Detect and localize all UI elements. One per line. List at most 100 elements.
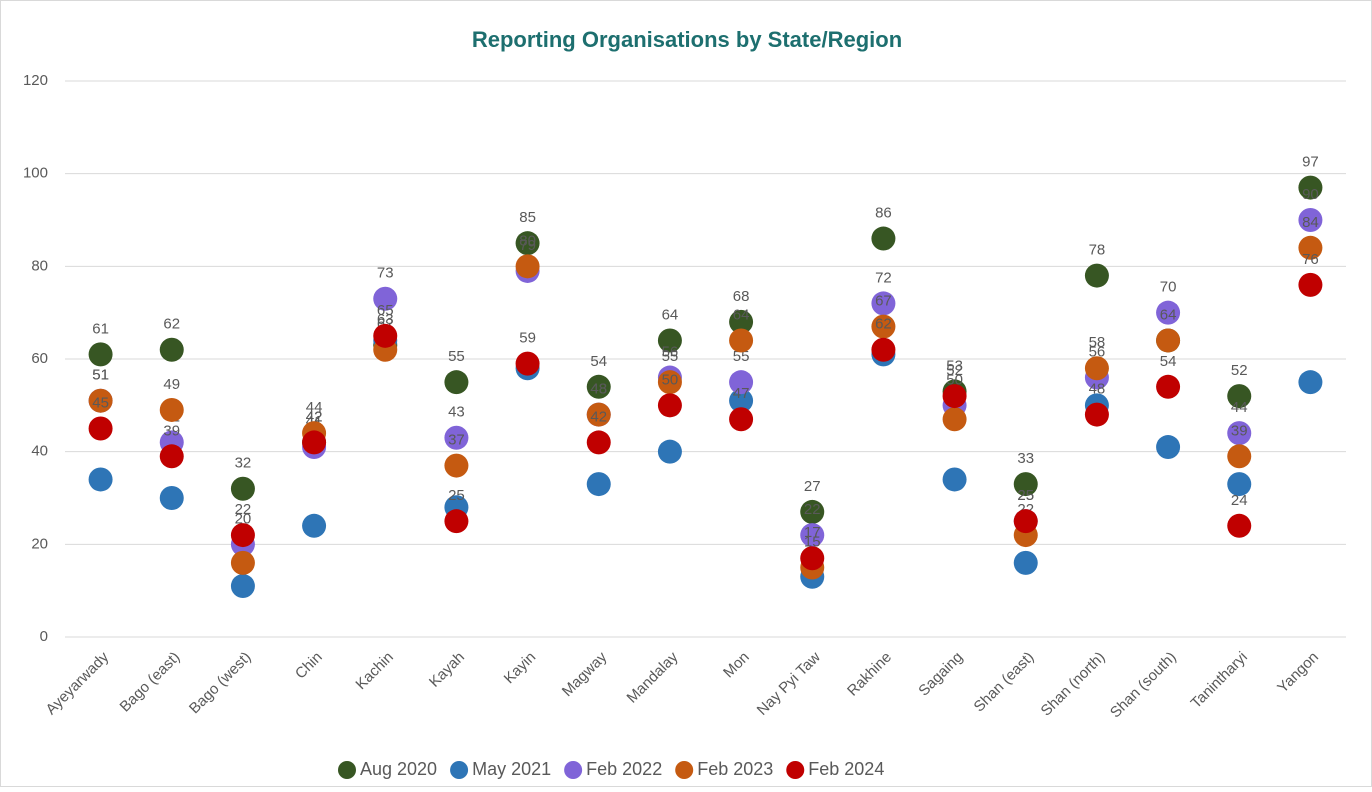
legend-label: Feb 2024 [808,759,884,779]
data-label: 56 [662,344,679,361]
legend-label: May 2021 [472,759,551,779]
data-label: 32 [235,455,252,472]
dot [1156,328,1181,353]
data-label: 49 [163,376,180,393]
dot [942,467,967,492]
dot [230,574,255,599]
dot [444,425,469,450]
data-label: 63 [377,311,394,328]
y-tick-label: 0 [40,628,48,645]
data-label: 22 [804,501,821,518]
data-label: 53 [946,357,963,374]
dot [373,286,398,311]
dot [586,430,611,455]
legend-marker [675,761,694,779]
data-label: 52 [946,362,963,379]
data-label: 90 [1302,186,1319,203]
data-label: 15 [804,533,821,550]
dot [657,393,682,418]
dot [1227,384,1252,409]
data-label: 54 [590,353,607,370]
data-label: 48 [1089,381,1106,398]
dot [729,309,754,334]
dot [88,467,113,492]
dot [230,550,255,575]
data-label: 72 [875,269,892,286]
dot [444,509,469,534]
dot [515,254,540,279]
dot [515,231,540,256]
data-label: 25 [1017,487,1034,504]
data-label: 73 [377,265,394,282]
legend-marker [564,761,583,779]
dot [1298,208,1323,232]
data-label: 27 [804,478,821,495]
legend-label: Feb 2022 [586,759,662,779]
dot [230,523,255,548]
dot [942,384,967,409]
data-label: 33 [1017,450,1034,467]
data-label: 48 [590,381,607,398]
dot [88,342,113,367]
dot [1084,402,1109,427]
data-label: 44 [306,399,323,416]
data-label: 67 [875,293,892,310]
dot [942,407,967,432]
dot [871,226,896,251]
dot [159,444,184,469]
dot [1227,472,1252,497]
data-label: 65 [377,302,394,319]
data-label: 56 [1089,344,1106,361]
data-label: 48 [590,381,607,398]
dot [657,370,682,395]
dot [1013,509,1038,534]
data-label: 55 [662,348,679,365]
data-label: 55 [448,348,465,365]
data-label: 86 [875,205,892,222]
dot [1227,444,1252,469]
y-tick-label: 60 [31,350,48,367]
legend-marker [338,761,356,779]
dot [515,351,540,376]
data-label: 64 [662,306,679,323]
y-tick-label: 100 [23,165,48,182]
dot [586,374,611,399]
legend-marker [450,761,469,779]
dot [302,430,327,455]
dot [230,476,255,501]
dot [871,291,896,316]
data-label: 50 [946,371,963,388]
dot [373,323,398,348]
data-label: 20 [235,510,252,527]
data-label: 44 [1231,399,1248,416]
data-label: 39 [163,422,180,439]
data-label: 51 [92,367,109,384]
dot [302,513,327,538]
dot [444,370,469,395]
dot [657,328,682,353]
dot [586,402,611,427]
legend-label: Aug 2020 [360,759,437,779]
data-label: 52 [1231,362,1248,379]
dot [1156,374,1181,399]
dot [159,337,184,362]
data-label: 54 [1160,353,1177,370]
dot [1227,421,1252,446]
data-label: 24 [1231,492,1248,509]
data-label: 50 [662,371,679,388]
dot [444,453,469,478]
data-label: 25 [448,487,465,504]
data-label: 55 [733,348,750,365]
dot [1298,235,1323,260]
dot [1298,175,1323,200]
data-label: 79 [519,237,536,254]
dot [800,546,825,571]
dot [1227,513,1252,538]
legend-label: Feb 2023 [697,759,773,779]
dot [657,439,682,464]
legend-marker [786,761,805,779]
dot [1084,263,1109,288]
data-label: 61 [92,320,109,337]
data-label: 58 [1089,334,1106,351]
dot [1084,356,1109,381]
